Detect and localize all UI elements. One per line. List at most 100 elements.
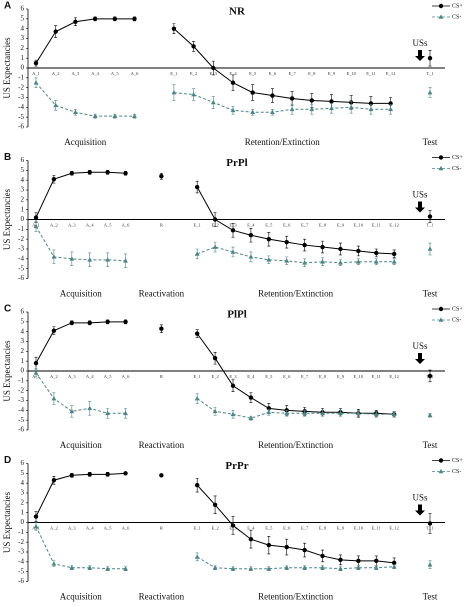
marker <box>427 214 433 219</box>
marker <box>171 26 177 31</box>
series-line <box>35 226 126 262</box>
y-tick-label: -3 <box>18 93 24 101</box>
x-tick-label: A_5 <box>104 223 112 228</box>
y-tick-label: 4 <box>21 24 25 32</box>
marker <box>69 256 75 261</box>
series-line <box>35 82 135 117</box>
marker <box>159 174 164 179</box>
marker <box>123 566 128 571</box>
marker <box>391 411 397 417</box>
marker <box>230 249 236 254</box>
x-tick-label: E_11 <box>372 223 381 228</box>
annotation: USs <box>412 38 428 48</box>
marker <box>230 228 236 233</box>
marker <box>289 106 295 112</box>
marker <box>427 373 433 379</box>
x-tick-label: R <box>160 526 163 531</box>
x-tick-label: E_3 <box>229 223 237 228</box>
marker <box>302 565 308 570</box>
panel-title: PlPl <box>227 309 247 321</box>
y-axis-label: US Expectancies <box>2 340 12 402</box>
marker <box>320 259 325 264</box>
y-tick-label: -6 <box>18 274 24 282</box>
panel: A NR US Expectancies 65 4 3 2 1 0-1 -2 -3 -4 -5 -6 Acq… <box>2 1 463 147</box>
x-tick-label: E_1 <box>170 71 177 76</box>
x-tick-label: R <box>160 374 163 379</box>
x-tick-label: E_3 <box>229 526 237 531</box>
marker <box>438 14 444 19</box>
marker <box>248 233 254 238</box>
marker <box>123 258 128 263</box>
y-tick-label: -4 <box>18 406 24 414</box>
y-tick-label: -3 <box>18 548 24 556</box>
marker <box>266 236 272 242</box>
marker <box>338 260 343 265</box>
marker <box>159 326 164 331</box>
x-tick-label: E_4 <box>229 71 237 76</box>
marker <box>191 91 196 97</box>
marker <box>284 239 289 245</box>
marker <box>33 360 39 366</box>
y-axis-label: US Expectancies <box>2 188 12 250</box>
marker <box>427 89 433 95</box>
panel-title: PrPr <box>225 460 248 472</box>
series-line <box>173 28 391 104</box>
marker <box>368 106 374 112</box>
marker <box>427 412 433 418</box>
x-tick-label: A_6 <box>131 71 139 76</box>
marker <box>211 65 216 71</box>
marker <box>230 411 236 417</box>
marker <box>51 254 57 259</box>
panel-label: A <box>4 1 11 12</box>
marker <box>320 565 325 570</box>
marker <box>302 242 307 248</box>
x-tick-label: R <box>160 223 163 228</box>
marker <box>270 93 275 98</box>
marker <box>212 565 218 570</box>
marker <box>355 410 361 416</box>
annotation: USs <box>412 341 428 351</box>
series-line <box>173 92 391 113</box>
x-tick-label: A_4 <box>91 71 99 76</box>
x-tick-label: E_3 <box>210 71 218 76</box>
group-label: Acquisition <box>60 592 102 602</box>
marker <box>427 562 433 567</box>
y-tick-label: -4 <box>18 103 24 111</box>
y-tick-label: 2 <box>21 195 25 203</box>
y-tick-label: 1 <box>21 508 25 516</box>
x-tick-label: A_5 <box>104 374 112 379</box>
marker <box>210 99 216 105</box>
legend-label: CS+ <box>452 306 463 312</box>
marker <box>69 320 75 326</box>
marker <box>438 306 444 312</box>
annotation: USs <box>412 493 428 503</box>
y-tick-label: 6 <box>21 5 25 13</box>
marker <box>87 565 93 570</box>
series-line <box>35 18 135 64</box>
x-tick-label: E_12 <box>389 223 399 228</box>
marker <box>320 410 325 416</box>
x-tick-label: E_7 <box>301 374 309 379</box>
y-tick-label: -4 <box>18 254 24 262</box>
y-tick-label: -5 <box>18 567 24 575</box>
x-tick-label: E_6 <box>283 223 291 228</box>
group-label: Retention/Extinction <box>245 137 320 147</box>
marker <box>51 328 57 333</box>
marker <box>105 566 111 571</box>
marker <box>284 565 290 570</box>
marker <box>338 557 343 563</box>
y-tick-label: -2 <box>18 83 24 91</box>
marker <box>248 415 254 420</box>
x-tick-label: E_5 <box>249 71 257 76</box>
marker <box>105 410 111 416</box>
y-tick-label: -2 <box>18 538 24 546</box>
marker <box>69 408 75 414</box>
x-tick-label: T_1 <box>426 71 433 76</box>
x-tick-label: E_8 <box>319 223 327 228</box>
marker <box>105 257 111 262</box>
x-tick-label: E_3 <box>229 374 237 379</box>
x-tick-label: E_6 <box>283 374 291 379</box>
marker <box>284 410 290 416</box>
x-tick-label: E_8 <box>319 526 327 531</box>
x-tick-label: A_6 <box>122 374 130 379</box>
